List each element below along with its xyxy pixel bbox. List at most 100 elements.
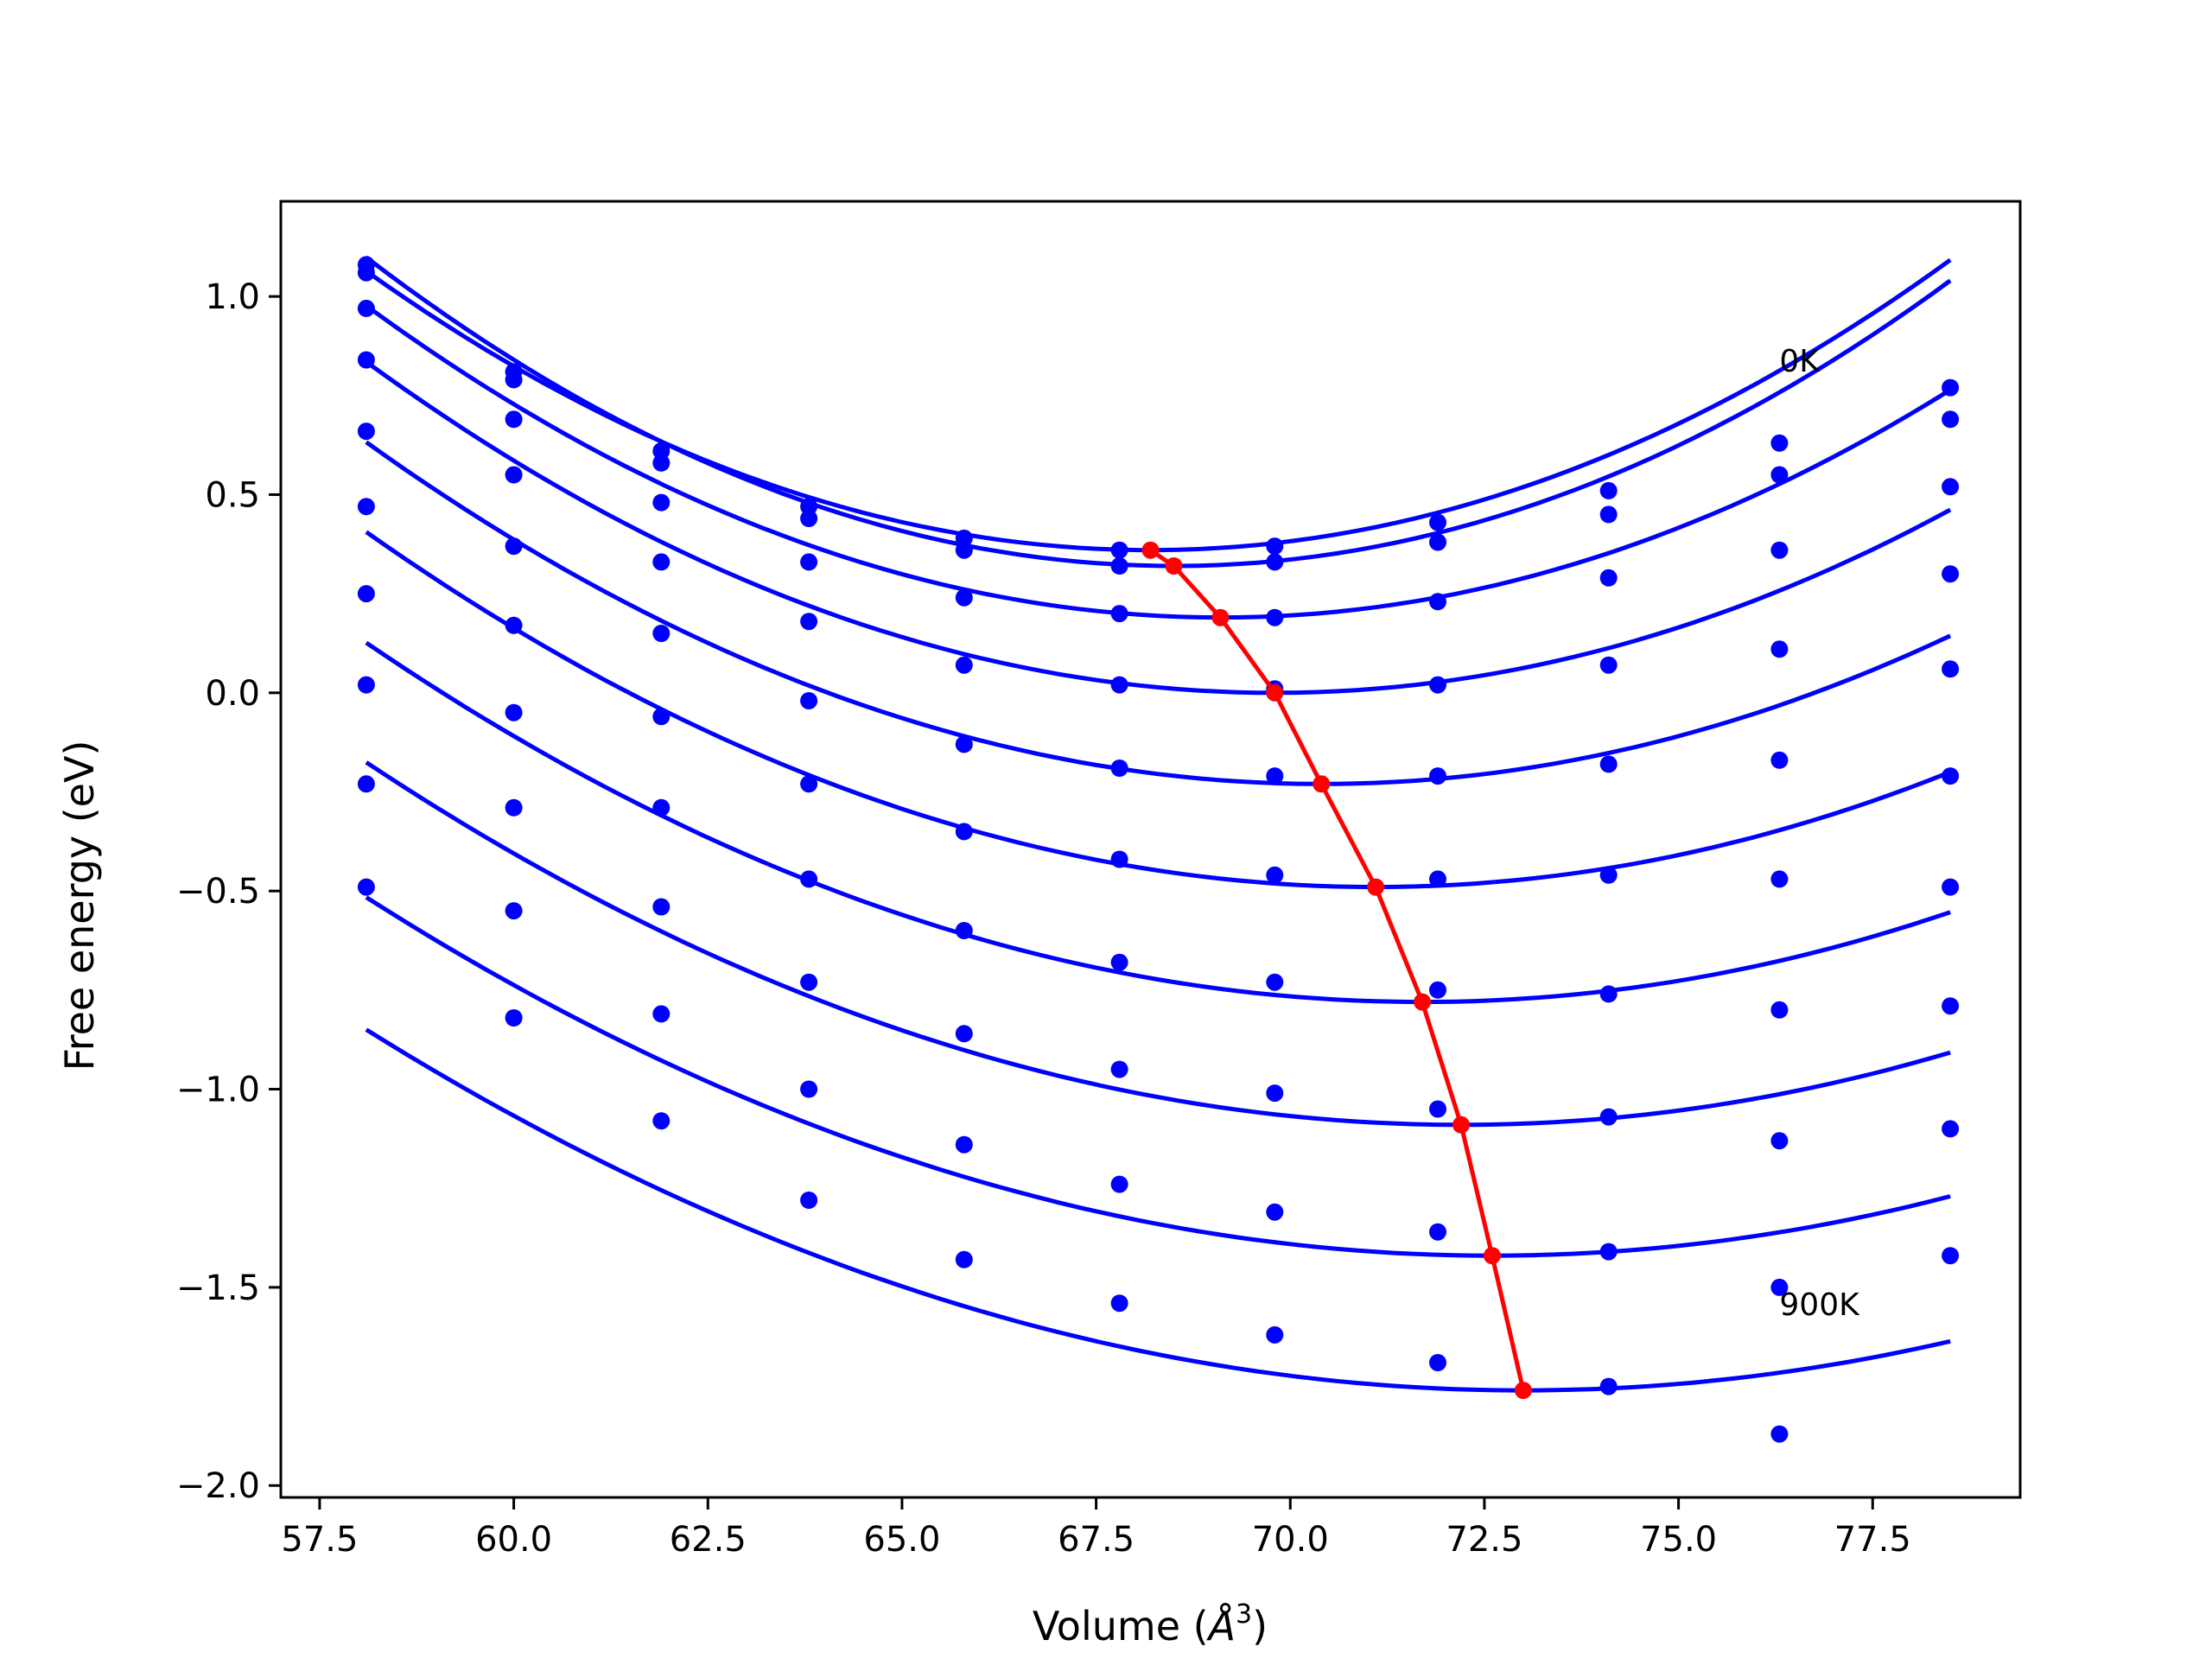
data-point bbox=[652, 625, 671, 642]
data-point bbox=[652, 1112, 671, 1130]
x-tick-label: 62.5 bbox=[670, 1520, 747, 1560]
data-point bbox=[505, 537, 523, 556]
data-point bbox=[505, 703, 523, 721]
data-point bbox=[1599, 755, 1618, 773]
minimum-point bbox=[1141, 541, 1160, 559]
data-point bbox=[1599, 1243, 1618, 1261]
data-point bbox=[357, 775, 375, 793]
data-point bbox=[505, 798, 523, 817]
y-tick-label: 1.0 bbox=[205, 277, 260, 317]
data-point bbox=[1942, 1120, 1960, 1138]
data-point bbox=[1266, 1084, 1284, 1103]
data-point bbox=[1599, 1377, 1618, 1395]
data-point bbox=[1599, 985, 1618, 1003]
y-tick-label: 0.0 bbox=[205, 674, 260, 714]
fit-curve-4 bbox=[365, 440, 1952, 786]
data-point bbox=[1942, 565, 1960, 583]
data-point bbox=[800, 553, 818, 571]
x-tick-label: 75.0 bbox=[1640, 1520, 1717, 1560]
data-point bbox=[955, 823, 973, 841]
data-point bbox=[800, 870, 818, 888]
y-tick-label: −1.0 bbox=[176, 1071, 260, 1110]
data-point bbox=[1770, 466, 1789, 484]
data-point bbox=[652, 454, 671, 472]
y-axis-label: Free energy (eV) bbox=[56, 741, 103, 1071]
y-tick-label: 0.5 bbox=[205, 475, 260, 515]
x-tick-label: 67.5 bbox=[1058, 1520, 1135, 1560]
x-axis-label-symbol: Å bbox=[1206, 1603, 1236, 1649]
x-tick-label: 70.0 bbox=[1252, 1520, 1329, 1560]
fit-curve-1 bbox=[365, 255, 1952, 569]
data-point bbox=[1429, 533, 1446, 551]
minimum-point bbox=[1483, 1247, 1501, 1265]
data-point bbox=[1429, 513, 1446, 531]
x-tick-label: 77.5 bbox=[1834, 1520, 1911, 1560]
data-point bbox=[1429, 676, 1446, 694]
data-point bbox=[1429, 981, 1446, 999]
fit-curve-2 bbox=[365, 303, 1952, 620]
data-point bbox=[1266, 973, 1284, 991]
x-axis-ticks: 57.5 60.0 62.5 65.0 67.5 70.0 72.5 75.0 77.5 bbox=[281, 1497, 1911, 1560]
minimum-point bbox=[1313, 775, 1331, 793]
fit-curve-7 bbox=[365, 760, 1951, 1128]
data-point bbox=[652, 493, 671, 512]
data-point bbox=[1266, 537, 1284, 556]
data-points bbox=[357, 256, 1960, 1443]
data-point bbox=[1770, 751, 1789, 769]
data-point bbox=[1110, 760, 1128, 777]
data-point bbox=[1770, 640, 1789, 658]
y-tick-label: −0.5 bbox=[176, 872, 260, 912]
fit-curve-3 bbox=[365, 359, 1952, 696]
data-point bbox=[1770, 1278, 1789, 1296]
minimum-point bbox=[1211, 608, 1230, 626]
data-point bbox=[1942, 378, 1960, 397]
data-point bbox=[1770, 1001, 1789, 1019]
data-point bbox=[800, 510, 818, 527]
data-point bbox=[357, 423, 375, 441]
data-point bbox=[1599, 481, 1618, 499]
data-point bbox=[357, 351, 375, 369]
y-tick-label: −1.5 bbox=[176, 1268, 260, 1308]
data-point bbox=[1110, 953, 1128, 971]
data-point bbox=[1942, 878, 1960, 896]
minima-line bbox=[1149, 548, 1526, 1391]
annotation-label: 900K bbox=[1779, 1287, 1860, 1323]
data-point bbox=[1942, 997, 1960, 1015]
data-point bbox=[800, 973, 818, 991]
data-point bbox=[357, 585, 375, 603]
minimum-point bbox=[1452, 1116, 1470, 1134]
data-point bbox=[955, 656, 973, 674]
data-point bbox=[1110, 1060, 1128, 1078]
data-point bbox=[800, 1192, 818, 1209]
fit-curve-9 bbox=[365, 1027, 1951, 1393]
data-point bbox=[955, 541, 973, 559]
data-point bbox=[1266, 553, 1284, 571]
minimum-point bbox=[1414, 993, 1431, 1011]
minimum-point bbox=[1367, 878, 1385, 896]
data-point bbox=[1942, 410, 1960, 429]
data-point bbox=[955, 529, 973, 547]
fit-curve-6 bbox=[365, 640, 1951, 1005]
data-point bbox=[955, 1250, 973, 1268]
data-point bbox=[1110, 1175, 1128, 1193]
minima-path bbox=[1141, 541, 1532, 1400]
data-point bbox=[1770, 434, 1789, 452]
data-point bbox=[1110, 676, 1128, 694]
x-axis-label-exponent: 3 bbox=[1236, 1599, 1252, 1630]
data-point bbox=[1266, 1325, 1284, 1344]
annotation-label: 0K bbox=[1779, 344, 1821, 379]
data-point bbox=[357, 878, 375, 896]
data-point bbox=[505, 616, 523, 634]
fit-curve-5 bbox=[365, 530, 1952, 890]
data-point bbox=[1266, 866, 1284, 884]
data-point bbox=[1942, 478, 1960, 496]
data-point bbox=[652, 553, 671, 571]
x-axis-label-text: Volume ( bbox=[1033, 1603, 1209, 1649]
data-point bbox=[1770, 1132, 1789, 1150]
data-point bbox=[800, 692, 818, 709]
data-point bbox=[800, 613, 818, 631]
data-point bbox=[505, 410, 523, 429]
data-point bbox=[1942, 660, 1960, 678]
